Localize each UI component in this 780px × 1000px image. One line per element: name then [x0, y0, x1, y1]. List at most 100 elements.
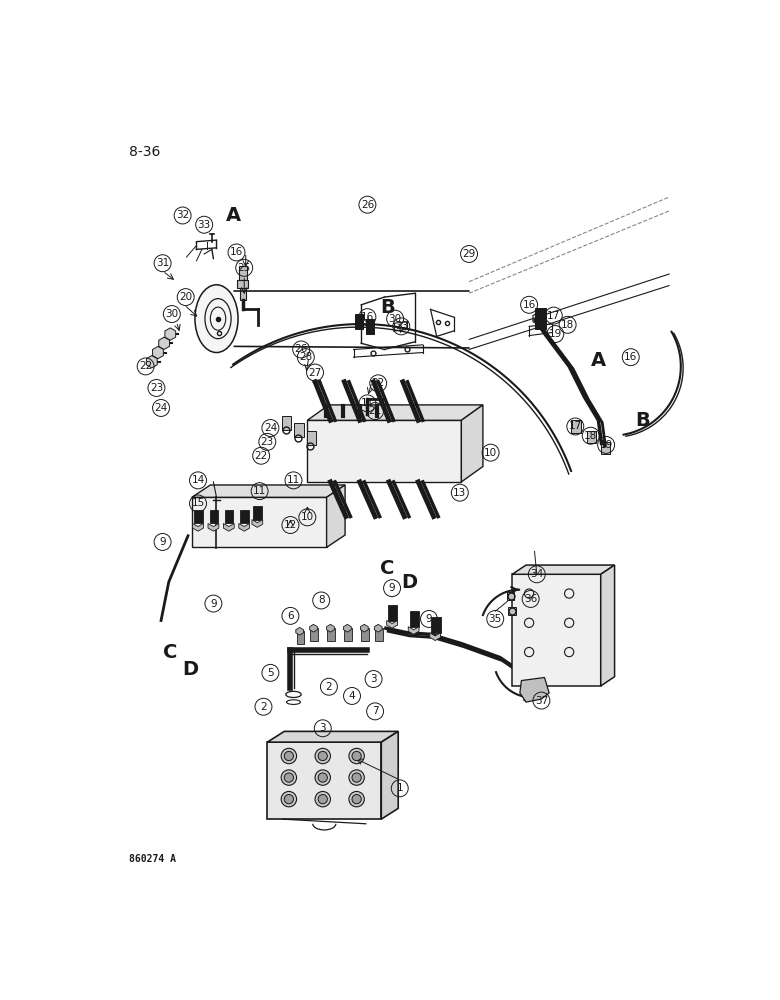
Text: 37: 37	[535, 696, 548, 706]
Circle shape	[352, 795, 361, 804]
Text: 22: 22	[139, 361, 152, 371]
Bar	[587, 431, 596, 443]
Polygon shape	[430, 633, 441, 641]
Polygon shape	[327, 624, 335, 632]
Text: 30: 30	[388, 314, 402, 324]
Text: 35: 35	[488, 614, 502, 624]
Circle shape	[315, 748, 331, 764]
Text: 32: 32	[176, 210, 190, 220]
Bar	[307, 431, 316, 445]
Text: 8-36: 8-36	[129, 145, 160, 159]
Text: 17: 17	[569, 421, 582, 431]
Text: 4: 4	[349, 691, 356, 701]
Text: 19: 19	[600, 440, 613, 450]
Text: 11: 11	[253, 486, 266, 496]
Text: 16: 16	[624, 352, 637, 362]
Bar	[268, 742, 381, 819]
Text: 14: 14	[191, 475, 204, 485]
Polygon shape	[327, 485, 345, 547]
Polygon shape	[208, 523, 219, 531]
Polygon shape	[296, 627, 303, 635]
Circle shape	[281, 748, 296, 764]
Bar	[194, 510, 203, 523]
Polygon shape	[268, 731, 399, 742]
Text: 30: 30	[165, 309, 179, 319]
Text: 19: 19	[548, 329, 562, 339]
Circle shape	[284, 751, 293, 761]
Text: 8: 8	[318, 595, 324, 605]
Text: 16: 16	[523, 300, 536, 310]
Bar	[363, 410, 374, 419]
Bar	[366, 319, 374, 334]
Bar	[239, 288, 246, 300]
Polygon shape	[408, 627, 419, 634]
Polygon shape	[147, 356, 158, 368]
Bar	[572, 420, 580, 433]
Text: 24: 24	[154, 403, 168, 413]
Text: 2: 2	[261, 702, 267, 712]
Text: 9: 9	[210, 599, 217, 609]
Text: 860274 A: 860274 A	[129, 854, 176, 864]
Text: A: A	[226, 206, 241, 225]
Text: C: C	[380, 559, 395, 578]
Text: 5: 5	[267, 668, 274, 678]
Bar	[210, 510, 218, 523]
Bar	[294, 423, 303, 437]
Polygon shape	[343, 624, 351, 632]
Polygon shape	[461, 405, 483, 482]
Bar	[237, 280, 248, 288]
Polygon shape	[239, 523, 250, 531]
Text: 6: 6	[287, 611, 294, 621]
Polygon shape	[310, 624, 317, 632]
Circle shape	[281, 770, 296, 785]
Text: 13: 13	[453, 488, 466, 498]
Bar	[307, 420, 461, 482]
Text: 9: 9	[388, 583, 395, 593]
Text: 15: 15	[191, 498, 204, 508]
Text: B: B	[380, 298, 395, 317]
Text: B: B	[636, 411, 651, 430]
Text: C: C	[163, 643, 178, 662]
Bar	[355, 314, 363, 329]
Text: 20: 20	[179, 292, 192, 302]
Text: 9: 9	[426, 614, 432, 624]
Text: 16: 16	[361, 312, 374, 322]
Circle shape	[284, 773, 293, 782]
Polygon shape	[153, 346, 163, 359]
Bar	[375, 628, 383, 641]
Text: 11: 11	[287, 475, 300, 485]
Bar	[239, 266, 246, 280]
Polygon shape	[165, 328, 176, 340]
Text: 7: 7	[372, 706, 378, 716]
Polygon shape	[519, 677, 549, 702]
Circle shape	[349, 770, 364, 785]
Circle shape	[318, 795, 328, 804]
Polygon shape	[381, 731, 399, 819]
Circle shape	[318, 773, 328, 782]
Text: 26: 26	[295, 344, 308, 354]
Polygon shape	[252, 520, 263, 527]
Text: 12: 12	[284, 520, 297, 530]
Text: 36: 36	[524, 594, 537, 604]
Text: A: A	[590, 351, 606, 370]
Bar	[344, 628, 352, 641]
Text: 23: 23	[150, 383, 163, 393]
Text: 3: 3	[320, 723, 326, 733]
Polygon shape	[159, 337, 169, 349]
Text: 16: 16	[230, 247, 243, 257]
Text: 24: 24	[264, 423, 277, 433]
Polygon shape	[601, 565, 615, 686]
Text: D: D	[401, 572, 417, 591]
Circle shape	[349, 748, 364, 764]
Bar	[225, 510, 233, 523]
Bar	[296, 631, 304, 644]
Circle shape	[281, 791, 296, 807]
Text: 33: 33	[395, 321, 408, 331]
Text: 31: 31	[156, 258, 169, 268]
Text: 27: 27	[308, 368, 321, 378]
Bar	[282, 416, 291, 430]
Circle shape	[349, 791, 364, 807]
Bar	[601, 442, 610, 454]
Text: 22: 22	[254, 451, 268, 461]
Bar	[328, 628, 335, 641]
